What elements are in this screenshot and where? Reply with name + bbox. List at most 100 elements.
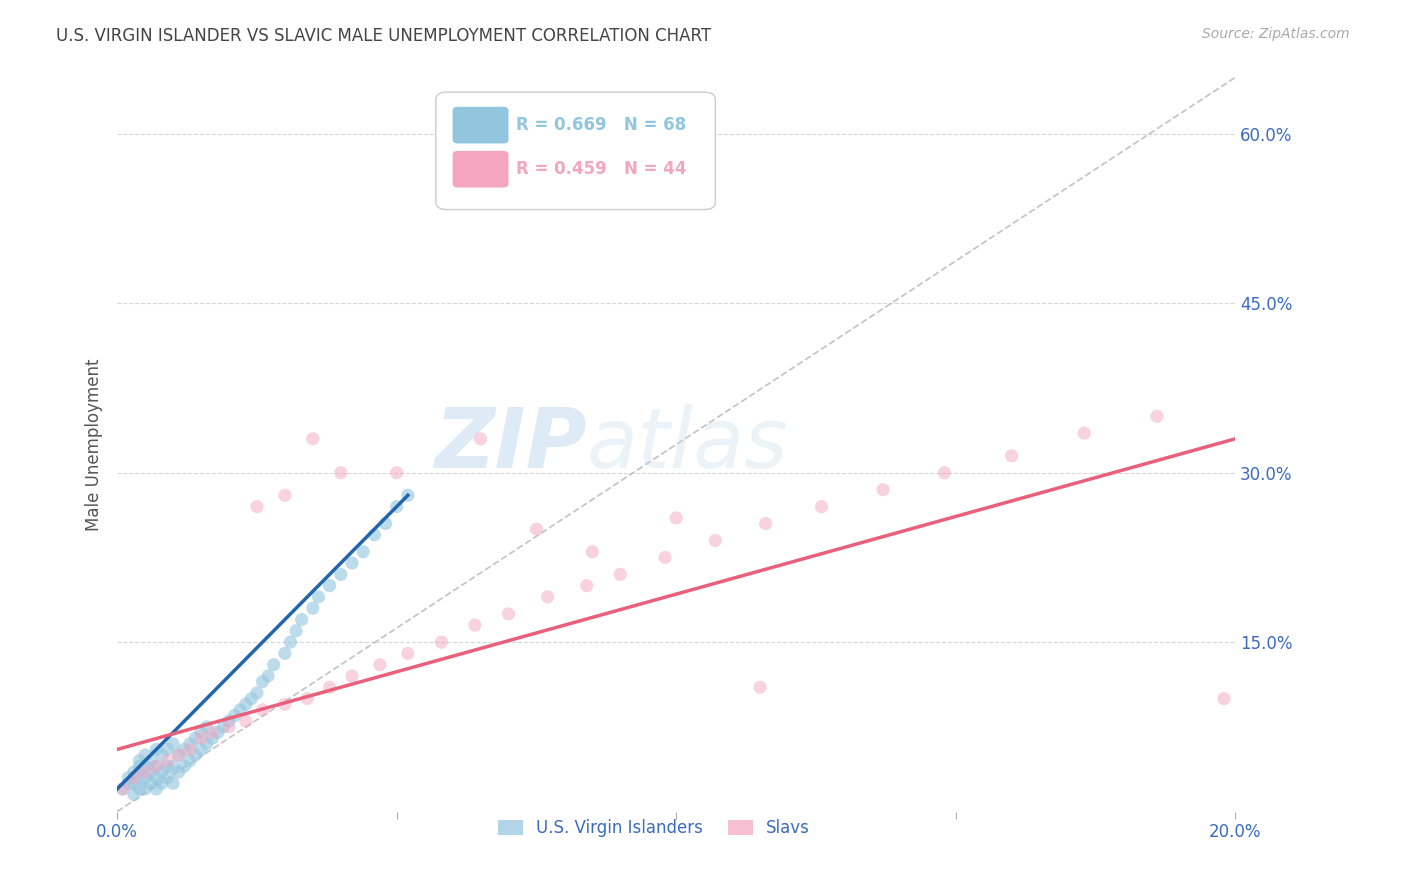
Point [207, 725, 229, 739]
Point [156, 771, 179, 785]
Point [609, 567, 631, 582]
Point [363, 528, 385, 542]
Point [246, 686, 269, 700]
Point [235, 714, 257, 728]
Point [195, 737, 218, 751]
Point [581, 545, 603, 559]
Point [1146, 409, 1168, 424]
Point [340, 556, 363, 570]
Point [122, 776, 145, 790]
Point [117, 771, 139, 785]
Point [173, 742, 195, 756]
Point [111, 781, 134, 796]
Point [430, 635, 453, 649]
Text: Source: ZipAtlas.com: Source: ZipAtlas.com [1202, 27, 1350, 41]
Point [396, 488, 419, 502]
Point [318, 579, 340, 593]
Point [257, 669, 280, 683]
Point [150, 747, 173, 762]
Text: atlas: atlas [586, 404, 789, 485]
Point [252, 674, 274, 689]
Point [167, 747, 190, 762]
Point [274, 647, 297, 661]
Point [263, 657, 285, 672]
Point [167, 764, 190, 779]
Point [1213, 691, 1236, 706]
Point [179, 742, 201, 756]
Text: ZIP: ZIP [434, 404, 586, 485]
Point [134, 771, 156, 785]
Point [470, 432, 492, 446]
Point [1000, 449, 1022, 463]
Point [156, 754, 179, 768]
Point [173, 759, 195, 773]
Point [218, 714, 240, 728]
Point [134, 764, 156, 779]
Point [934, 466, 956, 480]
Point [1073, 426, 1095, 441]
Point [218, 720, 240, 734]
Point [128, 759, 150, 773]
Point [810, 500, 832, 514]
Point [145, 759, 167, 773]
Point [156, 742, 179, 756]
Point [385, 466, 408, 480]
Point [665, 511, 688, 525]
Point [872, 483, 894, 497]
Point [190, 731, 212, 745]
Point [134, 759, 156, 773]
Point [297, 691, 319, 706]
Point [368, 657, 391, 672]
Point [145, 771, 167, 785]
Point [755, 516, 778, 531]
Point [167, 747, 190, 762]
Point [111, 781, 134, 796]
Legend: U.S. Virgin Islanders, Slavs: U.S. Virgin Islanders, Slavs [491, 813, 817, 844]
Point [654, 550, 676, 565]
Point [134, 781, 156, 796]
Point [179, 754, 201, 768]
Point [307, 590, 329, 604]
Y-axis label: Male Unemployment: Male Unemployment [86, 359, 103, 531]
Point [291, 613, 314, 627]
Point [190, 725, 212, 739]
Point [156, 759, 179, 773]
Point [274, 697, 297, 711]
Point [150, 764, 173, 779]
Text: R = 0.459   N = 44: R = 0.459 N = 44 [516, 161, 686, 178]
Point [122, 788, 145, 802]
Point [329, 567, 352, 582]
Point [385, 500, 408, 514]
Text: U.S. VIRGIN ISLANDER VS SLAVIC MALE UNEMPLOYMENT CORRELATION CHART: U.S. VIRGIN ISLANDER VS SLAVIC MALE UNEM… [56, 27, 711, 45]
Point [329, 466, 352, 480]
Point [201, 725, 224, 739]
Point [201, 731, 224, 745]
Text: R = 0.669   N = 68: R = 0.669 N = 68 [516, 116, 686, 134]
Point [318, 681, 340, 695]
Point [224, 708, 246, 723]
Point [190, 742, 212, 756]
Point [134, 747, 156, 762]
Point [162, 737, 184, 751]
Point [195, 720, 218, 734]
Point [526, 522, 548, 536]
Point [184, 731, 207, 745]
Point [162, 759, 184, 773]
Point [246, 500, 269, 514]
Point [139, 776, 162, 790]
Point [280, 635, 302, 649]
Point [352, 545, 374, 559]
Point [117, 776, 139, 790]
FancyBboxPatch shape [453, 107, 509, 144]
Point [252, 703, 274, 717]
Point [122, 771, 145, 785]
Point [122, 764, 145, 779]
Point [179, 737, 201, 751]
Point [145, 781, 167, 796]
Point [235, 697, 257, 711]
Point [145, 759, 167, 773]
Point [302, 432, 325, 446]
FancyBboxPatch shape [436, 92, 716, 210]
Point [139, 764, 162, 779]
Point [240, 691, 263, 706]
